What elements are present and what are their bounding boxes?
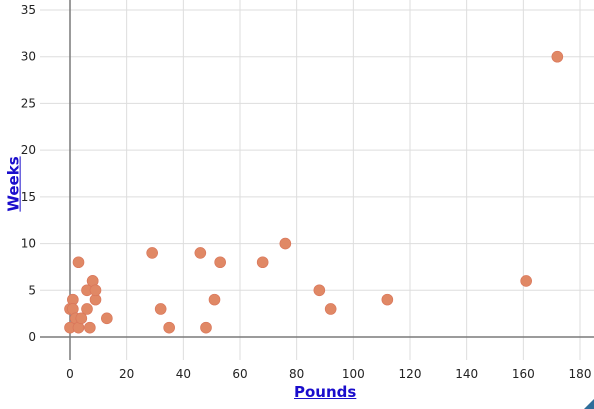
data-point bbox=[75, 312, 88, 325]
data-point bbox=[154, 303, 167, 315]
x-tick-label: 160 bbox=[512, 367, 535, 381]
data-point bbox=[163, 321, 175, 334]
x-tick-label: 80 bbox=[289, 367, 304, 381]
y-tick-label: 15 bbox=[21, 190, 36, 204]
data-point bbox=[313, 284, 326, 297]
data-point bbox=[520, 275, 532, 287]
data-point bbox=[200, 321, 212, 334]
x-tick-label: 120 bbox=[399, 367, 422, 381]
data-point bbox=[81, 303, 93, 315]
x-tick-label: 20 bbox=[119, 367, 134, 381]
x-tick-label: 100 bbox=[342, 367, 365, 381]
x-tick-label: 40 bbox=[176, 367, 191, 381]
data-point bbox=[208, 293, 221, 306]
y-tick-label: 5 bbox=[28, 283, 36, 297]
data-point bbox=[146, 247, 158, 259]
x-tick-label: 0 bbox=[66, 367, 74, 381]
x-tick-label: 60 bbox=[232, 367, 247, 381]
y-tick-label: 35 bbox=[21, 3, 36, 17]
x-axis-title[interactable]: Pounds bbox=[294, 383, 357, 401]
y-tick-label: 0 bbox=[28, 330, 36, 344]
x-tick-label: 180 bbox=[569, 367, 592, 381]
y-axis-title[interactable]: Weeks bbox=[4, 156, 23, 212]
x-tick-label: 140 bbox=[455, 367, 478, 381]
y-tick-label: 20 bbox=[21, 143, 36, 157]
data-point bbox=[84, 321, 96, 334]
data-point bbox=[101, 312, 113, 325]
data-point bbox=[551, 50, 564, 63]
data-point bbox=[256, 256, 269, 269]
data-point bbox=[72, 256, 85, 269]
data-point bbox=[279, 237, 292, 250]
data-point bbox=[214, 256, 226, 269]
y-tick-label: 25 bbox=[21, 96, 36, 110]
data-point bbox=[194, 247, 207, 259]
y-tick-label: 10 bbox=[21, 237, 36, 251]
data-point bbox=[324, 303, 337, 315]
data-point bbox=[381, 293, 394, 306]
data-point bbox=[89, 284, 102, 297]
resize-handle-icon[interactable] bbox=[584, 399, 594, 409]
y-tick-label: 30 bbox=[21, 50, 36, 64]
